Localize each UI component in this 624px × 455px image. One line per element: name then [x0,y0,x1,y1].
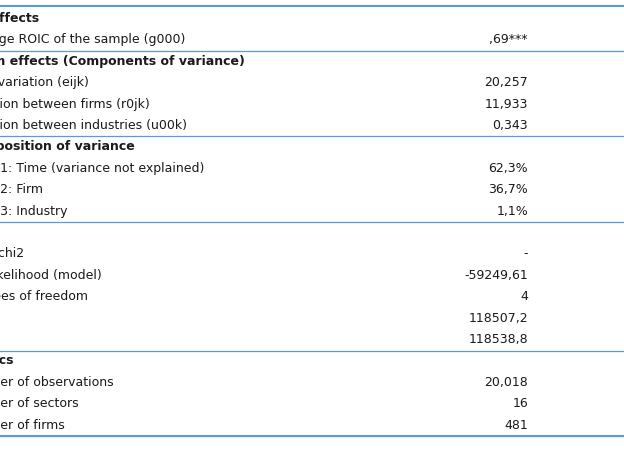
Text: Number of firms: Number of firms [0,419,65,432]
Text: -59249,61: -59249,61 [464,269,528,282]
Text: Statistics: Statistics [0,354,14,368]
Text: 20,018: 20,018 [484,376,528,389]
Text: Variation between firms (r0jk): Variation between firms (r0jk) [0,97,150,111]
Text: 62,3%: 62,3% [489,162,528,175]
Text: Wald chi2: Wald chi2 [0,248,24,260]
Text: Degrees of freedom: Degrees of freedom [0,290,88,303]
Text: -: - [524,248,528,260]
Text: 16: 16 [512,397,528,410]
Text: Number of sectors: Number of sectors [0,397,79,410]
Text: 1,1%: 1,1% [496,205,528,217]
Text: Level 2: Firm: Level 2: Firm [0,183,43,196]
Text: 0,343: 0,343 [492,119,528,132]
Text: Number of observations: Number of observations [0,376,114,389]
Text: Variation between industries (u00k): Variation between industries (u00k) [0,119,187,132]
Text: 4: 4 [520,290,528,303]
Text: Random effects (Components of variance): Random effects (Components of variance) [0,55,245,68]
Text: 20,257: 20,257 [484,76,528,89]
Text: Log likelihood (model): Log likelihood (model) [0,269,102,282]
Text: Decomposition of variance: Decomposition of variance [0,140,135,153]
Text: 118507,2: 118507,2 [469,312,528,325]
Text: Time variation (eijk): Time variation (eijk) [0,76,89,89]
Text: Level 3: Industry: Level 3: Industry [0,205,67,217]
Text: 481: 481 [504,419,528,432]
Text: 118538,8: 118538,8 [469,333,528,346]
Text: 36,7%: 36,7% [488,183,528,196]
Text: 11,933: 11,933 [485,97,528,111]
Text: Level 1: Time (variance not explained): Level 1: Time (variance not explained) [0,162,205,175]
Text: ,69***: ,69*** [489,33,528,46]
Text: Average ROIC of the sample (g000): Average ROIC of the sample (g000) [0,33,185,46]
Text: Fixed Effects: Fixed Effects [0,12,39,25]
